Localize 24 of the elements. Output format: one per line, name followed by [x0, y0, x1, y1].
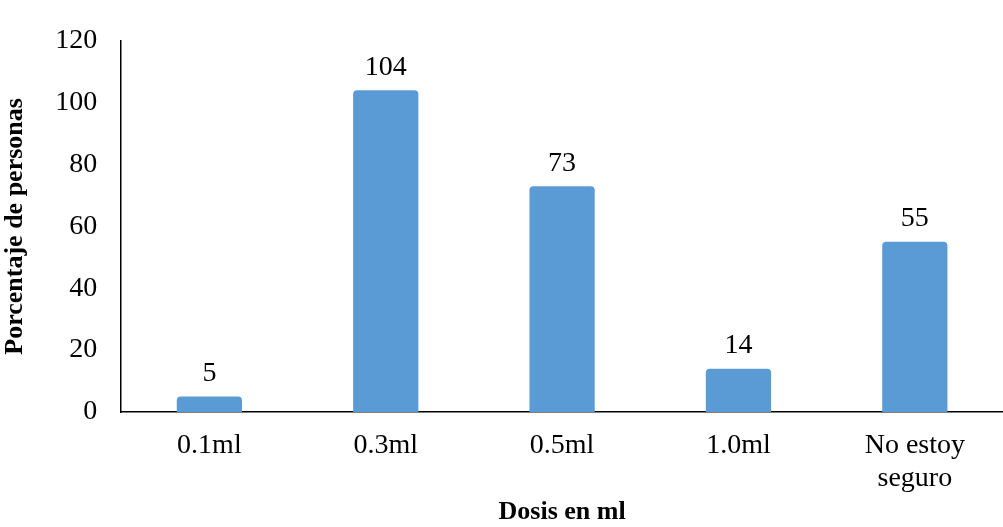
y-tick-label: 100: [55, 85, 98, 117]
data-label: 14: [724, 328, 753, 360]
y-tick-label: 80: [69, 146, 98, 178]
y-tick-label: 120: [55, 23, 98, 55]
bar: [353, 90, 419, 412]
x-tick-label: 0.1ml: [177, 428, 242, 460]
data-label: 73: [548, 145, 577, 177]
x-tick-label: 0.3ml: [353, 428, 419, 460]
y-tick-label: 40: [69, 270, 98, 302]
y-tick-label: 20: [69, 332, 98, 364]
data-label: 5: [202, 355, 217, 387]
data-label: 55: [900, 201, 929, 233]
bar: [529, 186, 595, 412]
y-axis-title: Porcentaje de personas: [0, 98, 29, 355]
x-tick-label: No estoy seguro: [864, 428, 965, 492]
x-tick-label: 0.5ml: [529, 428, 595, 460]
data-label: 104: [364, 49, 407, 81]
bar: [176, 396, 243, 412]
bar: [705, 368, 772, 412]
y-tick-label: 60: [69, 208, 98, 240]
y-tick-label: 0: [83, 394, 98, 426]
x-axis-title: Dosis en ml: [498, 496, 626, 526]
bar: [882, 241, 948, 412]
x-tick-label: 1.0ml: [706, 428, 771, 460]
